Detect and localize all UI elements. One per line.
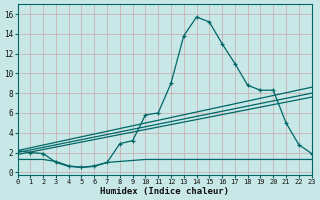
X-axis label: Humidex (Indice chaleur): Humidex (Indice chaleur) [100,187,229,196]
